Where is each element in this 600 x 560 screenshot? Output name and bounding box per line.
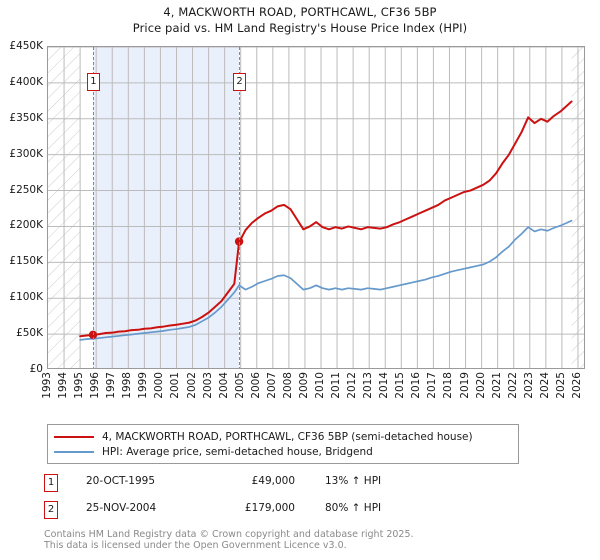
x-axis-tick-label: 1994	[57, 372, 70, 399]
x-axis-tick-label: 2015	[394, 372, 407, 399]
chart-plot-area: 1 2	[47, 46, 585, 369]
y-axis-tick-label: £250K	[9, 183, 43, 196]
transaction-span-band	[92, 47, 240, 368]
table-row[interactable]: 1 20-OCT-1995 £49,000 13% ↑ HPI	[44, 472, 464, 499]
x-axis-tick-label: 2007	[265, 372, 278, 399]
y-axis-tick-label: £150K	[9, 255, 43, 268]
x-axis-tick-label: 2010	[314, 372, 326, 399]
x-axis-tick-label: 2006	[249, 372, 262, 399]
x-axis-tick-label: 2012	[346, 372, 359, 399]
x-axis-tick-label: 1995	[73, 372, 86, 399]
x-axis-tick-label: 2002	[185, 372, 198, 399]
x-axis-tick-label: 2008	[281, 372, 294, 399]
x-axis-tick-label: 2024	[538, 372, 551, 399]
attribution-footer: Contains HM Land Registry data © Crown c…	[44, 529, 564, 551]
y-axis-labels: £0 £50K £100K £150K £200K £250K £300K £350K £400…	[0, 40, 45, 375]
x-axis-tick-label: 2025	[554, 372, 567, 399]
y-axis-tick-label: £0	[29, 363, 43, 375]
transaction-price: £49,000	[251, 475, 295, 487]
legend-label-hpi: HPI: Average price, semi-detached house,…	[102, 445, 373, 458]
legend-entry-property: 4, MACKWORTH ROAD, PORTHCAWL, CF36 5BP (…	[54, 429, 512, 444]
table-row[interactable]: 2 25-NOV-2004 £179,000 80% ↑ HPI	[44, 499, 464, 526]
y-axis-tick-label: £400K	[9, 75, 43, 88]
footer-line-2: This data is licensed under the Open Gov…	[44, 540, 347, 551]
x-axis-tick-label: 2019	[458, 372, 471, 399]
x-axis-tick-label: 1997	[105, 372, 118, 399]
x-axis-tick-label: 1993	[41, 372, 53, 399]
row-number-badge: 2	[44, 501, 58, 519]
x-axis-tick-label: 2017	[426, 372, 439, 399]
x-axis-tick-label: 2022	[506, 372, 519, 399]
y-axis-tick-label: £350K	[9, 111, 43, 124]
chart-gridlines	[48, 47, 584, 368]
page-title: 4, MACKWORTH ROAD, PORTHCAWL, CF36 5BP P…	[0, 4, 600, 36]
y-axis-tick-label: £50K	[16, 327, 43, 340]
x-axis-tick-label: 2001	[169, 372, 182, 399]
transaction-marker-line-1	[92, 47, 94, 368]
y-axis-tick-label: £450K	[9, 40, 43, 52]
transaction-hpi-delta: 13% ↑ HPI	[325, 475, 382, 487]
row-number-badge: 1	[44, 474, 58, 492]
legend-label-property: 4, MACKWORTH ROAD, PORTHCAWL, CF36 5BP (…	[102, 430, 473, 443]
x-axis-tick-label: 1998	[121, 372, 134, 399]
chart-legend: 4, MACKWORTH ROAD, PORTHCAWL, CF36 5BP (…	[47, 424, 519, 464]
transaction-hpi-delta: 80% ↑ HPI	[325, 502, 382, 514]
x-axis-tick-label: 2009	[297, 372, 310, 399]
transaction-date: 20-OCT-1995	[86, 475, 155, 487]
legend-entry-hpi: HPI: Average price, semi-detached house,…	[54, 444, 512, 459]
footer-line-1: Contains HM Land Registry data © Crown c…	[44, 529, 414, 540]
x-axis-tick-label: 2026	[570, 372, 583, 399]
x-axis-tick-label: 2003	[201, 372, 214, 399]
transaction-marker-line-2	[239, 47, 241, 368]
x-axis-tick-label: 2000	[153, 372, 166, 399]
x-axis-tick-label: 2014	[378, 372, 391, 399]
y-axis-tick-label: £100K	[9, 291, 43, 304]
x-axis-labels: 1993 1994 1995 1996 1997 1998 1999 2000 2001 2002…	[41, 372, 585, 418]
x-axis-tick-label: 2023	[522, 372, 535, 399]
legend-swatch-property	[54, 435, 94, 438]
transaction-price: £179,000	[244, 502, 295, 514]
y-axis-tick-label: £300K	[9, 147, 43, 160]
x-axis-tick-label: 2013	[362, 372, 375, 399]
transaction-tag-1[interactable]: 1	[86, 73, 100, 91]
x-axis-tick-label: 2020	[474, 372, 487, 399]
x-axis-tick-label: 2004	[217, 372, 230, 399]
x-axis-tick-label: 2016	[410, 372, 423, 399]
title-line-1: 4, MACKWORTH ROAD, PORTHCAWL, CF36 5BP	[163, 5, 437, 19]
title-line-2: Price paid vs. HM Land Registry's House …	[132, 21, 468, 35]
x-axis-tick-label: 1996	[89, 372, 102, 399]
y-axis-tick-label: £200K	[9, 219, 43, 232]
x-axis-tick-label: 2021	[490, 372, 503, 399]
legend-swatch-hpi	[54, 450, 94, 453]
transaction-date: 25-NOV-2004	[86, 502, 157, 514]
x-axis-tick-label: 1999	[137, 372, 150, 399]
transaction-tag-2[interactable]: 2	[233, 73, 247, 91]
transactions-table: 1 20-OCT-1995 £49,000 13% ↑ HPI 2 25-NOV…	[44, 472, 464, 526]
x-axis-tick-label: 2018	[442, 372, 455, 399]
x-axis-tick-label: 2005	[233, 372, 246, 399]
x-axis-tick-label: 2011	[330, 372, 343, 399]
chart-series	[79, 100, 573, 341]
